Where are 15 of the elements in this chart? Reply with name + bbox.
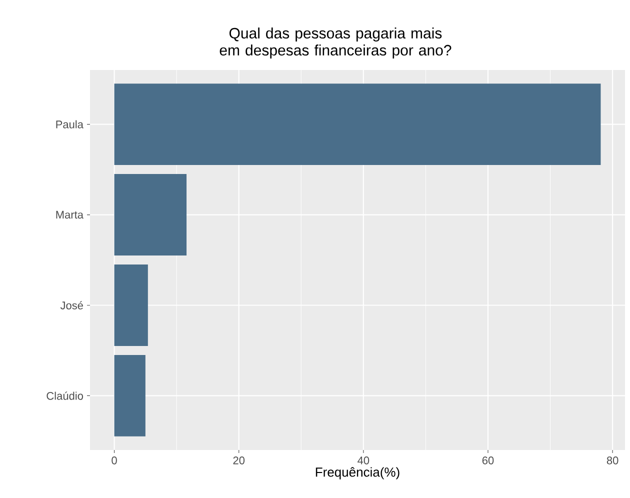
chart-title: Qual das pessoas pagaria mais em despesas financeiras por ano? (220, 28, 452, 59)
y-tick-label: José (60, 301, 83, 310)
x-tick-label: 20 (233, 456, 245, 464)
bar (114, 264, 148, 346)
bar (114, 84, 601, 166)
x-tick-label: 80 (606, 456, 618, 464)
x-tick-label: 60 (482, 456, 494, 464)
x-axis-title: Frequência(%) (316, 467, 400, 480)
x-tick-label: 0 (112, 456, 117, 464)
bar (114, 174, 187, 256)
x-tick-label: 40 (358, 456, 370, 464)
bar (114, 355, 146, 436)
y-tick-label: Marta (56, 210, 84, 219)
y-tick-label: Paula (56, 120, 84, 128)
y-tick-label: Claúdio (46, 392, 84, 400)
